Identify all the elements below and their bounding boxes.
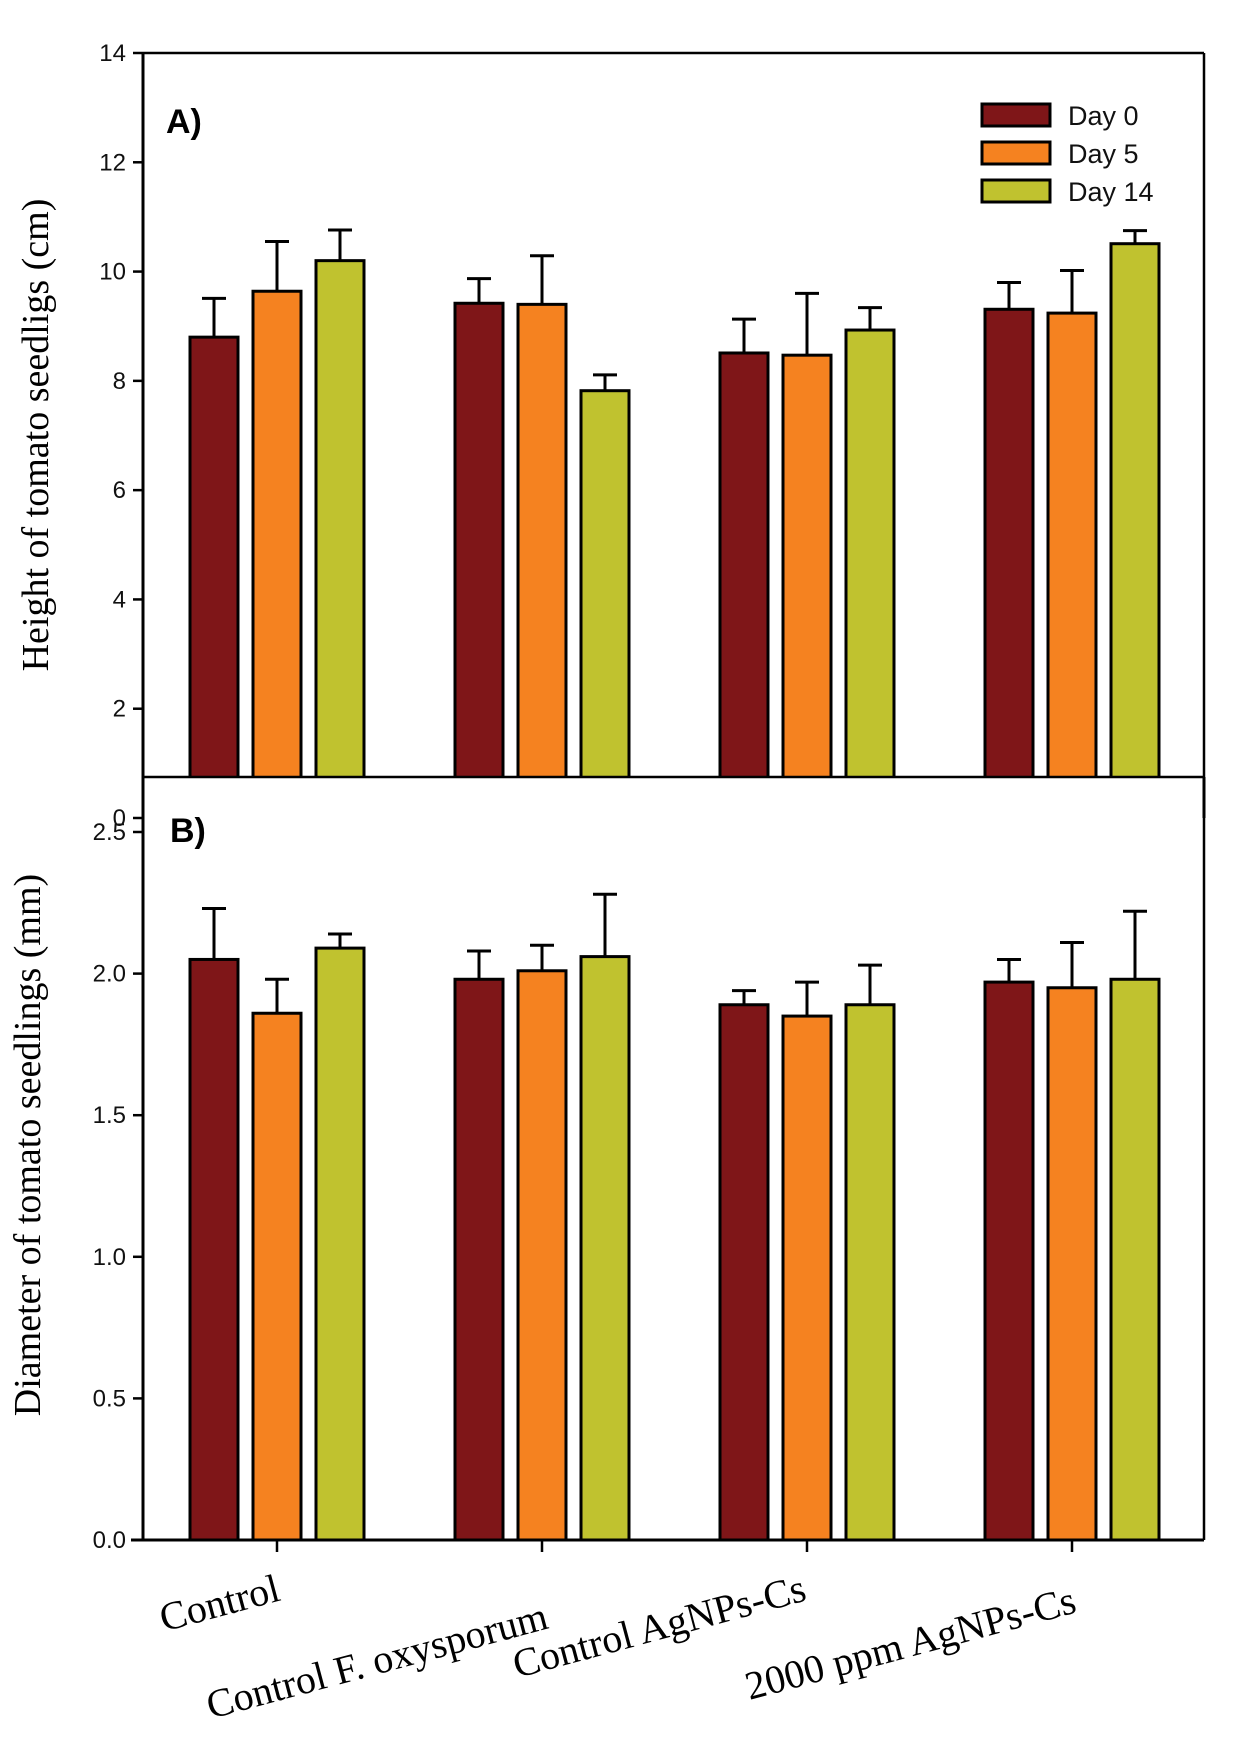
y-axis-title: Height of tomato seedligs (cm) <box>15 199 57 672</box>
bar-day-5-3 <box>1046 311 1098 777</box>
bar-day-5-1 <box>516 969 568 1542</box>
legend: Day 0 Day 5 Day 14 <box>980 101 1154 207</box>
bar-day-5-2 <box>781 353 833 777</box>
y-tick-label: 6 <box>113 477 126 504</box>
y-tick-label: 12 <box>99 149 126 176</box>
bar-day-14-2 <box>844 328 896 777</box>
bar-day-14-3 <box>1109 242 1161 777</box>
y-tick-label: 2.5 <box>93 819 126 846</box>
bar-day-14-0 <box>314 946 366 1542</box>
legend-label-1: Day 5 <box>1068 139 1139 169</box>
bar-day-0-2 <box>718 351 770 777</box>
bar-day-5-3 <box>1046 986 1098 1542</box>
bar-day-14-3 <box>1109 977 1161 1542</box>
bar-day-14-1 <box>579 389 631 777</box>
bar-day-14-0 <box>314 259 366 777</box>
legend-swatch-2 <box>980 178 1052 204</box>
bar-day-5-0 <box>251 289 303 777</box>
y-tick-label: 0.5 <box>93 1385 126 1412</box>
bar-day-0-1 <box>453 301 505 777</box>
y-tick-label: 1.5 <box>93 1102 126 1129</box>
legend-swatch-1 <box>980 140 1052 166</box>
y-axis-title: Diameter of tomato seedlings (mm) <box>7 874 49 1416</box>
panel-label: B) <box>170 812 206 850</box>
y-tick-label: 8 <box>113 368 126 395</box>
legend-swatch-0 <box>980 102 1052 128</box>
y-tick-label: 1.0 <box>93 1244 126 1271</box>
bar-day-5-0 <box>251 1011 303 1542</box>
y-tick-label: 10 <box>99 259 126 286</box>
bar-day-0-3 <box>983 980 1035 1542</box>
bar-day-5-2 <box>781 1014 833 1542</box>
bar-day-0-1 <box>453 977 505 1542</box>
bar-day-0-0 <box>188 335 240 777</box>
y-tick-label: 14 <box>99 40 126 67</box>
y-tick-label: 2 <box>113 696 126 723</box>
legend-label-2: Day 14 <box>1068 177 1154 207</box>
bar-day-5-1 <box>516 302 568 777</box>
x-category-label-0: Control <box>155 1565 285 1640</box>
y-tick-label: 2.0 <box>93 961 126 988</box>
panel-b: 0.0 0.5 1.0 1.5 2.0 2.5 B) <box>93 775 1206 1554</box>
panel-label: A) <box>166 103 202 141</box>
bar-day-14-1 <box>579 955 631 1542</box>
bar-day-0-3 <box>983 307 1035 777</box>
bar-day-0-2 <box>718 1003 770 1542</box>
bar-day-0-0 <box>188 957 240 1542</box>
y-tick-label-a-zero: 0 <box>113 805 126 832</box>
legend-label-0: Day 0 <box>1068 101 1139 131</box>
y-tick-label: 0.0 <box>93 1527 126 1554</box>
bar-day-14-2 <box>844 1003 896 1542</box>
y-tick-label: 4 <box>113 586 126 613</box>
